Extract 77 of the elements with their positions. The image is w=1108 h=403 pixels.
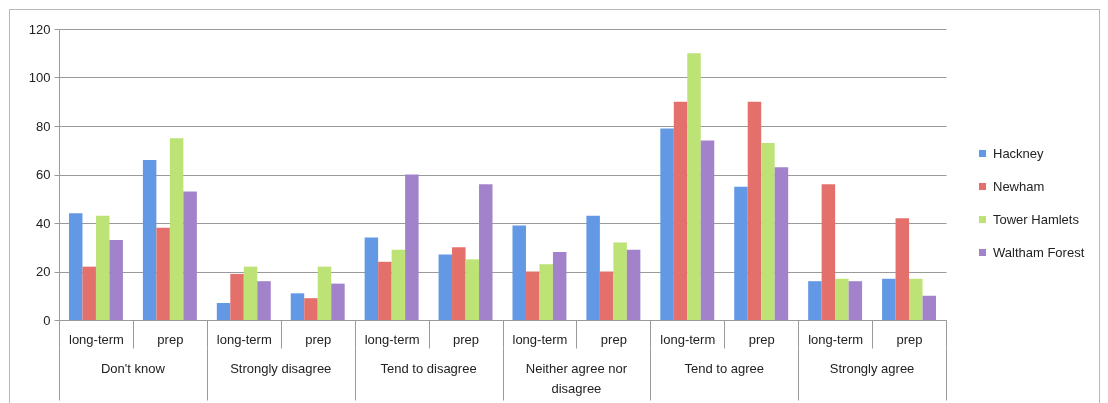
bar [68,213,83,320]
bar [909,278,923,320]
bar [156,227,170,320]
x-tick-label: prep [157,331,184,347]
bar [452,247,466,320]
bar [761,142,775,320]
bar [700,140,715,320]
bar [821,184,836,320]
bar [405,174,419,320]
bar [922,295,937,320]
bar [364,237,379,320]
bar [216,303,231,320]
x-tick-label: prep [305,331,332,347]
bar [586,215,600,320]
bar [747,101,762,320]
x-tick-label: long-term [364,331,420,347]
bar [895,218,910,320]
x-tick-label: long-term [512,331,568,347]
text: Tend to disagree [380,361,477,376]
bar [378,261,392,320]
bar [230,273,244,320]
bar [479,184,493,320]
x-tick-label: prep [896,331,923,347]
bar [512,225,526,320]
bar [95,215,110,320]
bar [835,278,849,320]
bar [882,278,896,320]
bar [539,264,553,320]
bar [599,271,614,320]
bar [82,266,96,320]
y-tick-label: 80 [36,118,51,134]
bar [257,281,271,320]
bar [465,259,480,320]
legend-label: Newham [993,178,1045,194]
bar [734,186,748,320]
y-tick-label: 40 [36,215,51,231]
legend-label: Tower Hamlets [993,211,1080,227]
x-tick-label: prep [453,331,480,347]
y-tick-label: 60 [36,167,51,182]
legend-label: Hackney [993,145,1045,161]
y-tick-label: 100 [28,70,51,85]
bar [673,101,688,320]
bar [317,266,332,320]
x-tick-label: long-term [808,331,864,347]
x-tick-label: prep [748,331,775,347]
bar [660,128,674,320]
bar [774,167,789,320]
bar [290,293,305,320]
bar [438,254,453,320]
bar [243,266,258,320]
bar [687,53,701,320]
x-tick-label: long-term [216,331,272,347]
y-tick-label: 0 [43,312,51,328]
bar [142,159,157,320]
bar [109,239,123,320]
text: Neither agree nor disagree [525,361,628,396]
bar [613,242,627,320]
bar [331,283,345,320]
bar [525,271,540,320]
x-tick-label: long-term [660,331,716,347]
x-tick-label: prep [600,331,627,347]
bar [391,249,406,320]
bar [808,281,822,320]
legend-label: Waltham Forest [993,244,1085,260]
text: Don't know [100,361,166,376]
bar [848,281,863,320]
bar [552,252,567,320]
bar [304,298,318,320]
bar [626,249,641,320]
text: Strongly agree [829,361,915,376]
y-tick-label: 20 [36,264,51,279]
x-tick-label: long-term [69,331,124,347]
text: Tend to agree [684,361,765,376]
y-tick-label: 120 [28,21,51,37]
bar [169,138,184,320]
text: Strongly disagree [230,361,332,376]
bar [183,191,197,320]
